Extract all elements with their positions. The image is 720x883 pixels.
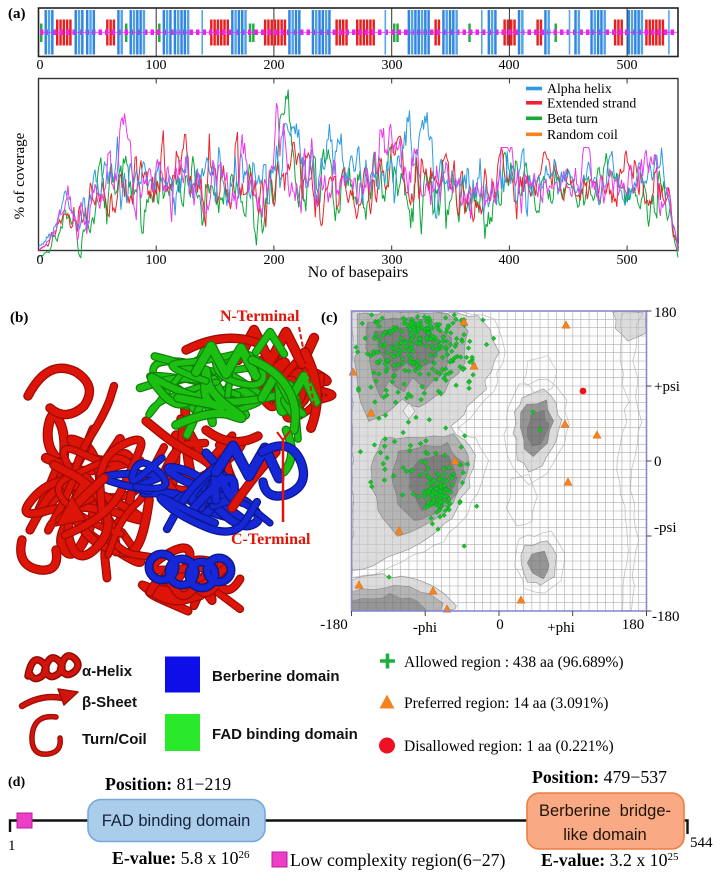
svg-text:N-Terminal: N-Terminal [220,308,300,325]
svg-text:-phi: -phi [413,620,437,636]
svg-text:400: 400 [499,253,520,268]
svg-text:E-value: 5.8 x 1026: E-value: 5.8 x 1026 [112,848,250,868]
svg-text:0: 0 [37,253,44,268]
svg-text:(a): (a) [8,6,26,22]
svg-text:C-Terminal: C-Terminal [231,531,311,548]
svg-text:(c): (c) [321,310,338,326]
svg-text:300: 300 [382,58,403,73]
svg-text:1: 1 [8,838,16,854]
svg-text:Beta turn: Beta turn [547,111,598,126]
svg-text:-180: -180 [320,617,348,633]
svg-text:FAD binding domain: FAD binding domain [212,726,358,743]
svg-text:Preferred region: 14 aa (3.091: Preferred region: 14 aa (3.091%) [404,695,608,712]
svg-text:Berberine bridge-: Berberine bridge- [539,802,671,820]
svg-text:-psi: -psi [654,520,677,536]
svg-text:Allowed region : 438 aa (96.68: Allowed region : 438 aa (96.689%) [404,654,624,671]
svg-text:Position: 81−219: Position: 81−219 [105,774,231,794]
svg-text:500: 500 [617,253,638,268]
svg-text:300: 300 [382,253,403,268]
svg-text:No of basepairs: No of basepairs [308,264,408,281]
svg-text:+psi: +psi [654,379,680,395]
svg-text:-180: -180 [652,609,680,625]
svg-text:(b): (b) [10,310,28,326]
svg-text:α-Helix: α-Helix [82,663,133,680]
svg-text:like domain: like domain [563,826,646,844]
svg-text:500: 500 [617,58,638,73]
svg-text:Low complexity region(6−27): Low complexity region(6−27) [290,850,506,871]
svg-text:Random coil: Random coil [547,127,618,142]
svg-text:FAD binding domain: FAD binding domain [102,812,251,830]
svg-text:400: 400 [499,58,520,73]
svg-text:Disallowed region: 1 aa (0.221: Disallowed region: 1 aa (0.221%) [404,738,614,755]
svg-text:180: 180 [622,617,645,633]
svg-text:β-Sheet: β-Sheet [82,694,137,711]
svg-text:0: 0 [37,58,44,73]
svg-text:Alpha helix: Alpha helix [547,81,612,96]
svg-text:(d): (d) [8,775,25,790]
svg-text:E-value: 3.2 x 1025: E-value: 3.2 x 1025 [541,850,679,870]
svg-text:0: 0 [654,454,662,470]
svg-text:200: 200 [264,253,285,268]
svg-text:Position: 479−537: Position: 479−537 [532,767,667,787]
svg-text:544: 544 [690,835,713,851]
svg-text:+phi: +phi [547,620,575,636]
svg-text:Extended strand: Extended strand [547,96,636,111]
svg-text:200: 200 [264,58,285,73]
svg-text:0: 0 [496,617,504,633]
svg-text:Turn/Coil: Turn/Coil [82,731,147,748]
svg-text:% of coverage: % of coverage [12,132,28,219]
svg-text:180: 180 [654,305,677,321]
svg-text:100: 100 [146,253,167,268]
svg-text:100: 100 [146,58,167,73]
svg-text:Berberine domain: Berberine domain [212,668,340,685]
